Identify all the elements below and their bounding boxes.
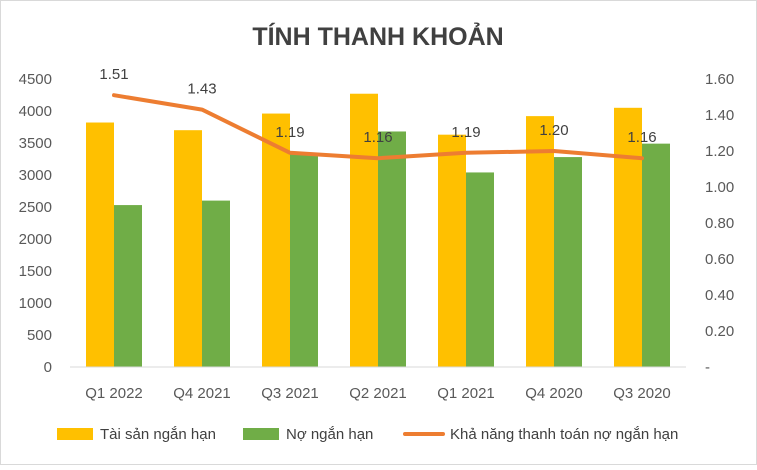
right-axis-tick-label: 1.60 bbox=[705, 71, 734, 88]
left-axis-tick-label: 3500 bbox=[19, 135, 52, 152]
x-axis-ticks: Q1 2022 Q4 2021 Q3 2021 Q2 2021 Q1 2021 Q4 20… bbox=[85, 385, 671, 402]
line-data-label: 1.43 bbox=[187, 81, 216, 98]
line-data-label: 1.16 bbox=[627, 129, 656, 146]
x-axis-tick-label: Q1 2021 bbox=[437, 385, 495, 402]
legend-item-kha-nang-thanh-toan: Khả năng thanh toán nợ ngắn hạn bbox=[403, 426, 678, 443]
legend-label: Khả năng thanh toán nợ ngắn hạn bbox=[450, 426, 678, 443]
left-axis-tick-label: 1500 bbox=[19, 263, 52, 280]
right-axis-tick-label: 1.20 bbox=[705, 143, 734, 160]
x-axis-tick-label: Q1 2022 bbox=[85, 385, 143, 402]
x-axis-tick-label: Q4 2020 bbox=[525, 385, 583, 402]
legend-swatch bbox=[243, 428, 279, 440]
bar-no-ngan-han bbox=[378, 131, 406, 367]
x-axis-tick-label: Q3 2021 bbox=[261, 385, 319, 402]
bar-tai-san-ngan-han bbox=[614, 107, 642, 368]
bar-no-ngan-han bbox=[642, 143, 670, 367]
left-axis-tick-label: 4000 bbox=[19, 103, 52, 120]
left-axis-tick-label: 4500 bbox=[19, 71, 52, 88]
legend-item-tai-san-ngan-han: Tài sản ngắn hạn bbox=[57, 426, 216, 443]
line-data-label: 1.16 bbox=[363, 129, 392, 146]
left-axis-ticks: 0 500 1000 1500 2000 2500 3000 3500 4000 4500 bbox=[19, 71, 52, 376]
bar-tai-san-ngan-han bbox=[438, 134, 466, 367]
legend-label: Nợ ngắn hạn bbox=[286, 426, 373, 443]
right-axis-tick-label: 0.80 bbox=[705, 215, 734, 232]
x-axis-tick-label: Q2 2021 bbox=[349, 385, 407, 402]
bar-tai-san-ngan-han bbox=[262, 113, 290, 367]
line-data-label: 1.19 bbox=[275, 124, 304, 141]
line-data-labels: 1.51 1.43 1.19 1.16 1.19 1.20 1.16 bbox=[99, 66, 656, 146]
left-axis-tick-label: 2500 bbox=[19, 199, 52, 216]
chart-title: TÍNH THANH KHOẢN bbox=[252, 21, 503, 51]
legend-label: Tài sản ngắn hạn bbox=[100, 426, 216, 443]
x-axis-tick-label: Q4 2021 bbox=[173, 385, 231, 402]
bar-tai-san-ngan-han bbox=[350, 93, 378, 367]
bar-series bbox=[86, 93, 670, 368]
line-data-label: 1.51 bbox=[99, 66, 128, 83]
bar-no-ngan-han bbox=[290, 153, 318, 367]
left-axis-tick-label: 500 bbox=[27, 327, 52, 344]
right-axis-tick-label: 0.60 bbox=[705, 251, 734, 268]
right-axis-tick-label: 1.00 bbox=[705, 179, 734, 196]
line-data-label: 1.20 bbox=[539, 122, 568, 139]
right-axis-tick-label: - bbox=[705, 359, 710, 376]
bar-no-ngan-han bbox=[202, 200, 230, 367]
bar-tai-san-ngan-han bbox=[526, 116, 554, 368]
right-axis-tick-label: 0.40 bbox=[705, 287, 734, 304]
legend-item-no-ngan-han: Nợ ngắn hạn bbox=[243, 426, 373, 443]
right-axis-tick-label: 0.20 bbox=[705, 323, 734, 340]
liquidity-ratio-line bbox=[112, 93, 644, 161]
bar-tai-san-ngan-han bbox=[174, 130, 202, 367]
right-axis-ticks: - 0.20 0.40 0.60 0.80 1.00 1.20 1.40 1.60 bbox=[705, 71, 734, 376]
line-series bbox=[112, 93, 644, 161]
x-axis-tick-label: Q3 2020 bbox=[613, 385, 671, 402]
legend-swatch bbox=[57, 428, 93, 440]
left-axis-tick-label: 3000 bbox=[19, 167, 52, 184]
right-axis-tick-label: 1.40 bbox=[705, 107, 734, 124]
legend: Tài sản ngắn hạn Nợ ngắn hạn Khả năng than… bbox=[57, 426, 678, 443]
left-axis-tick-label: 2000 bbox=[19, 231, 52, 248]
left-axis-tick-label: 1000 bbox=[19, 295, 52, 312]
bar-no-ngan-han bbox=[114, 205, 142, 367]
line-data-label: 1.19 bbox=[451, 124, 480, 141]
left-axis-tick-label: 0 bbox=[44, 359, 52, 376]
bar-no-ngan-han bbox=[554, 157, 582, 367]
bar-tai-san-ngan-han bbox=[86, 122, 114, 368]
bar-no-ngan-han bbox=[466, 172, 494, 367]
